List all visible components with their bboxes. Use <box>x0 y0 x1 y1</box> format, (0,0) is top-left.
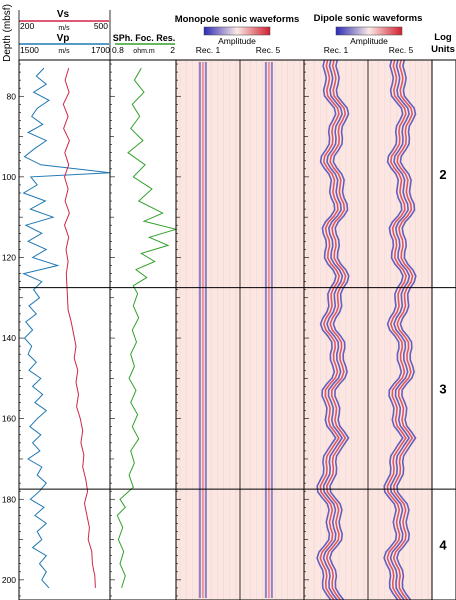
waveform-arrival-band <box>267 62 270 598</box>
waveform-arrival-wiggle <box>383 59 404 600</box>
waveform-arrival-band <box>264 62 267 598</box>
waveform-track-1-1 <box>307 59 365 600</box>
vp-scale-min: 1500 <box>20 45 39 55</box>
vp-scale-max: 1700 <box>91 45 110 55</box>
log-unit-label: 4 <box>439 538 447 553</box>
waveform-arrival-wiggle <box>319 59 341 600</box>
waveform-arrival-wiggle <box>325 59 347 600</box>
res-scale-min: 0.8 <box>112 45 124 55</box>
depth-axis: 80 100 120 140 160 180 200 <box>2 63 309 597</box>
dipole-track-label-1: Rec. 1 <box>324 45 349 55</box>
dipole-waveform-panel <box>304 59 432 600</box>
monopole-title: Monopole sonic waveforms <box>175 14 300 25</box>
res-label: SPh. Foc. Res. <box>113 33 176 43</box>
log-unit-label: 3 <box>439 381 446 396</box>
depth-axis-label: Depth (mbsf) <box>2 4 13 62</box>
vs-scale-min: 200 <box>20 21 34 31</box>
res-scale-unit: ohm.m <box>133 48 155 55</box>
monopole-colorbar <box>203 26 271 36</box>
depth-tick-label: 80 <box>7 91 17 101</box>
waveform-arrival-band <box>201 62 204 598</box>
log-units-header-2: Units <box>431 44 455 55</box>
vp-label: Vp <box>57 33 70 44</box>
vs-scale-unit: m/s <box>58 25 70 32</box>
depth-tick-label: 100 <box>2 172 16 182</box>
waveform-arrival-wiggle <box>392 59 414 600</box>
log-curves <box>22 67 178 589</box>
waveform-arrival-wiggle <box>322 59 344 600</box>
header: Depth (mbsf) Vs 200 m/s 500 Vp 1500 m/s … <box>2 4 455 62</box>
resistivity-curve <box>116 67 178 589</box>
waveform-arrival-wiggle <box>329 59 350 600</box>
dipole-title: Dipole sonic waveforms <box>314 13 423 24</box>
dipole-track-label-2: Rec. 5 <box>389 45 414 55</box>
monopole-colorbar-label: Amplitude <box>218 36 256 46</box>
vs-scale-max: 500 <box>94 21 108 31</box>
waveform-arrival-wiggle <box>316 59 337 600</box>
waveform-arrival-wiggle <box>389 59 411 600</box>
monopole-track-label-2: Rec. 5 <box>256 45 281 55</box>
waveform-track-1-2 <box>371 59 429 600</box>
depth-tick-label: 140 <box>2 333 16 343</box>
monopole-track-label-1: Rec. 1 <box>196 45 221 55</box>
vp-scale-unit: m/s <box>58 48 70 55</box>
monopole-waveform-panel <box>176 60 304 600</box>
log-units: 2 3 4 <box>19 167 456 553</box>
waveform-arrival-band <box>270 62 273 598</box>
depth-tick-label: 120 <box>2 253 16 263</box>
log-units-header-1: Log <box>434 32 452 43</box>
res-scale-max: 2 <box>170 45 175 55</box>
waveform-arrival-wiggle <box>396 59 417 600</box>
waveform-arrival-wiggle <box>386 59 408 600</box>
vs-curve <box>62 67 96 588</box>
waveform-arrival-band <box>198 62 201 598</box>
dipole-colorbar-label: Amplitude <box>350 36 388 46</box>
waveform-track-0-2 <box>243 60 301 600</box>
plot-body: 80 100 120 140 160 180 200 2 3 4 <box>2 10 456 600</box>
track-frame-4 <box>431 59 456 600</box>
vp-curve <box>22 67 111 589</box>
dipole-colorbar <box>335 26 403 36</box>
depth-tick-label: 180 <box>2 494 16 504</box>
vs-label: Vs <box>57 9 70 20</box>
log-unit-label: 2 <box>439 167 446 182</box>
waveform-arrival-band <box>204 62 207 598</box>
depth-tick-label: 160 <box>2 414 16 424</box>
waveform-track-0-1 <box>179 60 237 600</box>
depth-tick-label: 200 <box>2 575 16 585</box>
